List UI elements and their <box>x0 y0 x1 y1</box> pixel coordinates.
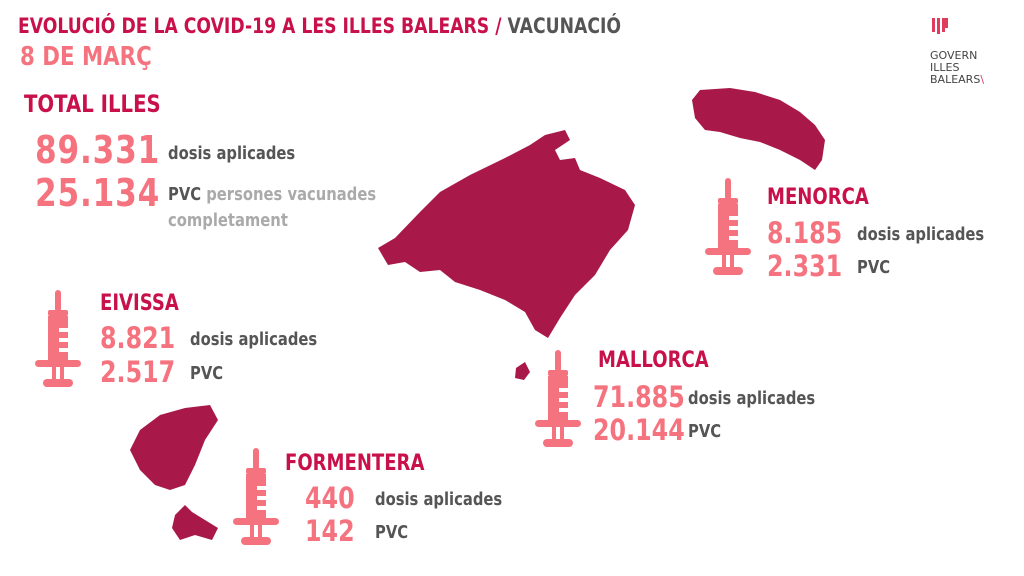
pvc-description: persones vacunades <box>206 184 377 205</box>
formentera-doses-label: dosis aplicades <box>375 489 503 510</box>
mallorca-doses: 71.885 <box>593 380 685 414</box>
map-formentera <box>172 505 218 540</box>
menorca-doses-label: dosis aplicades <box>857 224 985 245</box>
eivissa-doses: 8.821 <box>100 321 176 355</box>
eivissa-pvc-label: PVC <box>190 363 224 384</box>
formentera-pvc-label: PVC <box>375 522 409 543</box>
title-main: EVOLUCIÓ DE LA COVID-19 A LES ILLES BALE… <box>18 14 490 38</box>
formentera-pvc: 142 <box>305 514 355 548</box>
mallorca-pvc-label: PVC <box>688 421 722 442</box>
map-eivissa <box>130 405 218 490</box>
eivissa-pvc: 2.517 <box>100 355 176 389</box>
page-title: EVOLUCIÓ DE LA COVID-19 A LES ILLES BALE… <box>18 14 621 38</box>
title-sub: VACUNACIÓ <box>507 14 622 38</box>
syringe-icon <box>705 178 751 275</box>
formentera-name: FORMENTERA <box>285 451 425 476</box>
eivissa-doses-label: dosis aplicades <box>190 329 318 350</box>
total-heading: TOTAL ILLES <box>24 90 161 118</box>
map-mallorca <box>378 130 635 338</box>
date: 8 DE MARÇ <box>20 42 152 72</box>
logo-line-3: BALEARS <box>930 73 981 86</box>
syringe-icon <box>35 290 81 387</box>
total-pvc-label-line: PVC persones vacunades <box>168 184 376 205</box>
syringe-icon <box>535 350 581 447</box>
total-pvc: 25.134 <box>35 171 161 215</box>
title-separator: / <box>489 14 508 38</box>
logo-line-2: ILLES <box>930 61 960 74</box>
pvc-description-2: completament <box>168 210 288 231</box>
menorca-name: MENORCA <box>767 185 869 210</box>
syringe-icon <box>233 448 279 545</box>
total-pvc-label: PVC <box>168 184 202 205</box>
total-doses: 89.331 <box>35 128 161 172</box>
formentera-doses: 440 <box>305 481 355 515</box>
government-logo: GOVERN ILLES BALEARS\ <box>930 18 984 86</box>
menorca-doses: 8.185 <box>767 216 843 250</box>
mallorca-pvc: 20.144 <box>593 413 685 447</box>
mallorca-name: MALLORCA <box>598 348 709 373</box>
eivissa-name: EIVISSA <box>100 291 179 316</box>
menorca-pvc-label: PVC <box>857 257 891 278</box>
menorca-pvc: 2.331 <box>767 249 843 283</box>
logo-line-1: GOVERN <box>930 49 978 62</box>
mallorca-doses-label: dosis aplicades <box>688 388 816 409</box>
government-shield-icon <box>932 18 948 34</box>
map-menorca <box>692 88 825 170</box>
map-cabrera <box>515 362 530 380</box>
total-doses-label: dosis aplicades <box>168 143 296 164</box>
